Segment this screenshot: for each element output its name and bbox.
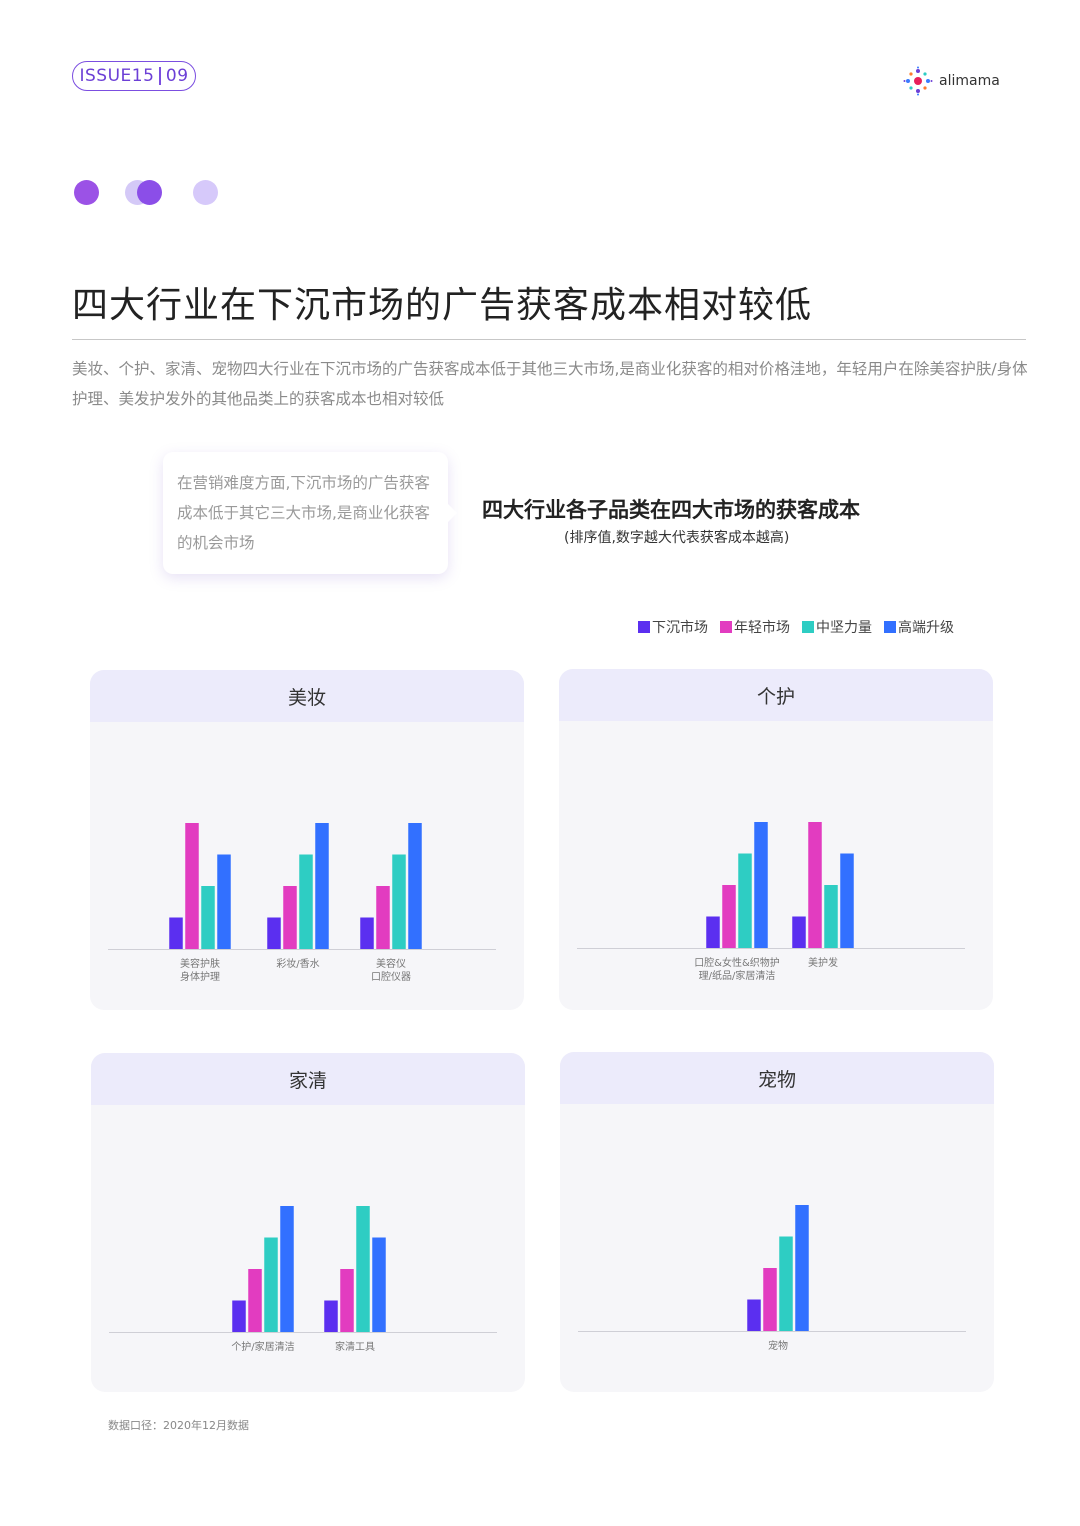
bar (356, 1206, 370, 1332)
bar (299, 854, 313, 949)
category-label: 美护发 (808, 956, 838, 969)
panel-meizhuang: 美妆 美容护肤 身体护理 彩妆/香水 美容仪 口腔仪器 (90, 670, 524, 1010)
category-label: 美容仪 (376, 957, 406, 970)
panel-gehu: 个护 口腔&女性&织物护 理/纸品/家居清洁 美护发 (559, 669, 993, 1010)
legend-swatch (638, 621, 650, 633)
bar (408, 823, 422, 949)
bar (706, 916, 720, 948)
callout-bubble: 在营销难度方面,下沉市场的广告获客成本低于其它三大市场,是商业化获客的机会市场 (163, 452, 457, 574)
category-label: 理/纸品/家居清洁 (699, 969, 776, 982)
chart-legend: 下沉市场 年轻市场 中坚力量 高端升级 (638, 617, 966, 637)
bar (324, 1300, 338, 1332)
issue-number: ISSUE15 (79, 66, 155, 86)
category-label: 个护/家居清洁 (231, 1340, 294, 1353)
bar (315, 823, 329, 949)
bar (283, 886, 297, 949)
legend-item: 下沉市场 (638, 617, 708, 637)
legend-label: 年轻市场 (734, 620, 790, 636)
bar (217, 854, 231, 949)
dot-icon (137, 180, 162, 205)
legend-label: 高端升级 (898, 620, 954, 636)
bar (267, 917, 281, 949)
chart-title: 四大行业各子品类在四大市场的获客成本 (482, 498, 860, 522)
panel-jiaqing: 家清 个护/家居清洁 家清工具 (91, 1053, 525, 1392)
bar (264, 1237, 278, 1332)
bar (824, 885, 838, 948)
bar (185, 823, 199, 949)
bar (754, 822, 768, 948)
bar (738, 853, 752, 948)
brand-name: alimama (939, 73, 1000, 89)
page-number: 09 (165, 66, 189, 86)
bar (201, 886, 215, 949)
category-label: 身体护理 (180, 970, 220, 983)
legend-swatch (802, 621, 814, 633)
alimama-logo-icon (903, 66, 933, 96)
legend-item: 年轻市场 (720, 617, 790, 637)
category-label: 彩妆/香水 (276, 957, 319, 970)
bar (722, 885, 736, 948)
bar (372, 1237, 386, 1332)
footnote: 数据口径：2020年12月数据 (108, 1419, 249, 1432)
bar (169, 917, 183, 949)
bar (340, 1269, 354, 1332)
panel-title: 个护 (559, 669, 993, 721)
panel-chart: 个护/家居清洁 家清工具 (109, 1206, 497, 1353)
issue-divider (159, 67, 161, 85)
category-label: 美容护肤 (180, 957, 220, 970)
issue-badge: ISSUE15 09 (72, 61, 196, 91)
category-label: 口腔仪器 (371, 970, 411, 983)
dot-icon (74, 180, 99, 205)
bar (747, 1299, 761, 1331)
bar (792, 916, 806, 948)
bar (376, 886, 390, 949)
bar (232, 1300, 246, 1332)
bar (779, 1236, 793, 1331)
bar (248, 1269, 262, 1332)
page-title: 四大行业在下沉市场的广告获客成本相对较低 (72, 285, 813, 326)
dot-icon (193, 180, 218, 205)
chart-subtitle: (排序值,数字越大代表获客成本越高) (564, 530, 790, 546)
bar (360, 917, 374, 949)
title-divider (72, 339, 1026, 340)
category-label: 口腔&女性&织物护 (694, 956, 780, 969)
legend-label: 下沉市场 (652, 620, 708, 636)
panel-title: 宠物 (560, 1052, 994, 1104)
panel-title: 美妆 (90, 670, 524, 722)
bar (280, 1206, 294, 1332)
legend-item: 中坚力量 (802, 617, 872, 637)
panel-chart: 宠物 (578, 1205, 966, 1352)
alimama-logo: alimama (903, 66, 1000, 96)
legend-item: 高端升级 (884, 617, 954, 637)
panel-chongwu: 宠物 宠物 (560, 1052, 994, 1392)
bar (392, 854, 406, 949)
callout-text: 在营销难度方面,下沉市场的广告获客成本低于其它三大市场,是商业化获客的机会市场 (177, 474, 430, 552)
legend-label: 中坚力量 (816, 620, 872, 636)
legend-swatch (720, 621, 732, 633)
decorative-dots (74, 180, 224, 206)
panel-title: 家清 (91, 1053, 525, 1105)
category-label: 家清工具 (335, 1340, 375, 1353)
legend-swatch (884, 621, 896, 633)
bar (795, 1205, 809, 1331)
intro-text: 美妆、个护、家清、宠物四大行业在下沉市场的广告获客成本低于其他三大市场,是商业化… (72, 360, 1028, 408)
bar (840, 853, 854, 948)
bar (763, 1268, 777, 1331)
category-label: 宠物 (768, 1339, 788, 1352)
bar (808, 822, 822, 948)
